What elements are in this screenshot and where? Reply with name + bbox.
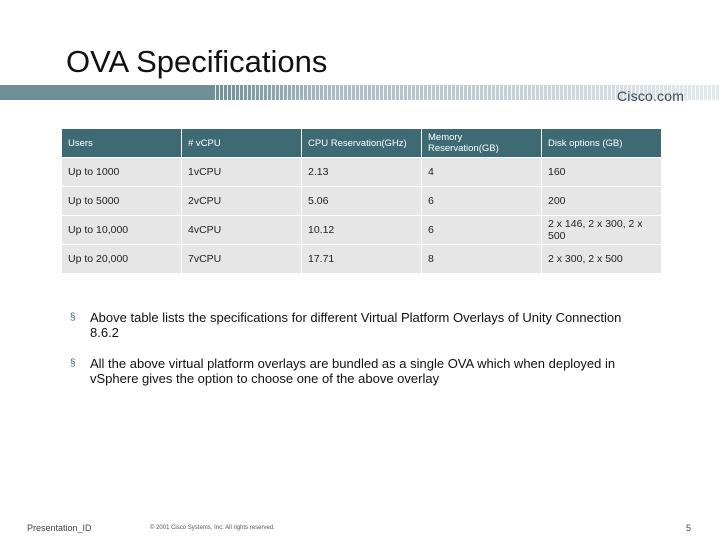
table-cell: 2.13 — [302, 158, 422, 186]
table-cell: 2vCPU — [182, 187, 302, 215]
table-cell: 4vCPU — [182, 216, 302, 244]
header-row: Users # vCPU CPU Reservation(GHz) Memory Re… — [62, 129, 662, 157]
table-cell: Up to 5000 — [62, 187, 182, 215]
column-header: CPU Reservation(GHz) — [302, 129, 422, 157]
table-cell: 4 — [422, 158, 542, 186]
column-header: Memory Reservation(GB) — [422, 129, 542, 157]
table-cell: 7vCPU — [182, 245, 302, 273]
column-header: Users — [62, 129, 182, 157]
table-cell: 160 — [542, 158, 662, 186]
column-header: # vCPU — [182, 129, 302, 157]
header-stripes — [215, 85, 720, 100]
slide-title: OVA Specifications — [66, 44, 328, 79]
table-cell: 1vCPU — [182, 158, 302, 186]
table-row: Up to 20,000 7vCPU 17.71 8 2 x 300, 2 x 500 — [62, 245, 662, 273]
presentation-id: Presentation_ID — [27, 523, 92, 533]
table-row: Up to 10,000 4vCPU 10.12 6 2 x 146, 2 x 300,… — [62, 216, 662, 244]
table-cell: 10.12 — [302, 216, 422, 244]
table-cell: Up to 1000 — [62, 158, 182, 186]
bullet: All the above virtual platform overlays … — [70, 356, 650, 386]
spec-table: Users # vCPU CPU Reservation(GHz) Memory Re… — [62, 128, 662, 274]
table-cell: 2 x 146, 2 x 300, 2 x 500 — [542, 216, 662, 244]
page-number: 5 — [686, 523, 692, 533]
table-cell: 5.06 — [302, 187, 422, 215]
table-cell: 200 — [542, 187, 662, 215]
logo: Cisco.com — [617, 88, 685, 104]
table-cell: Up to 20,000 — [62, 245, 182, 273]
table-row: Up to 1000 1vCPU 2.13 4 160 — [62, 158, 662, 186]
table-cell: 2 x 300, 2 x 500 — [542, 245, 662, 273]
table-cell: 8 — [422, 245, 542, 273]
table-row: Up to 5000 2vCPU 5.06 6 200 — [62, 187, 662, 215]
copyright: © 2001 Cisco Systems, Inc. All rights re… — [150, 525, 275, 531]
column-header: Disk options (GB) — [542, 129, 662, 157]
table-cell: 6 — [422, 216, 542, 244]
bullet-list: Above table lists the specifications for… — [70, 310, 650, 402]
table-cell: 6 — [422, 187, 542, 215]
table-cell: 17.71 — [302, 245, 422, 273]
bullet: Above table lists the specifications for… — [70, 310, 650, 340]
table-cell: Up to 10,000 — [62, 216, 182, 244]
